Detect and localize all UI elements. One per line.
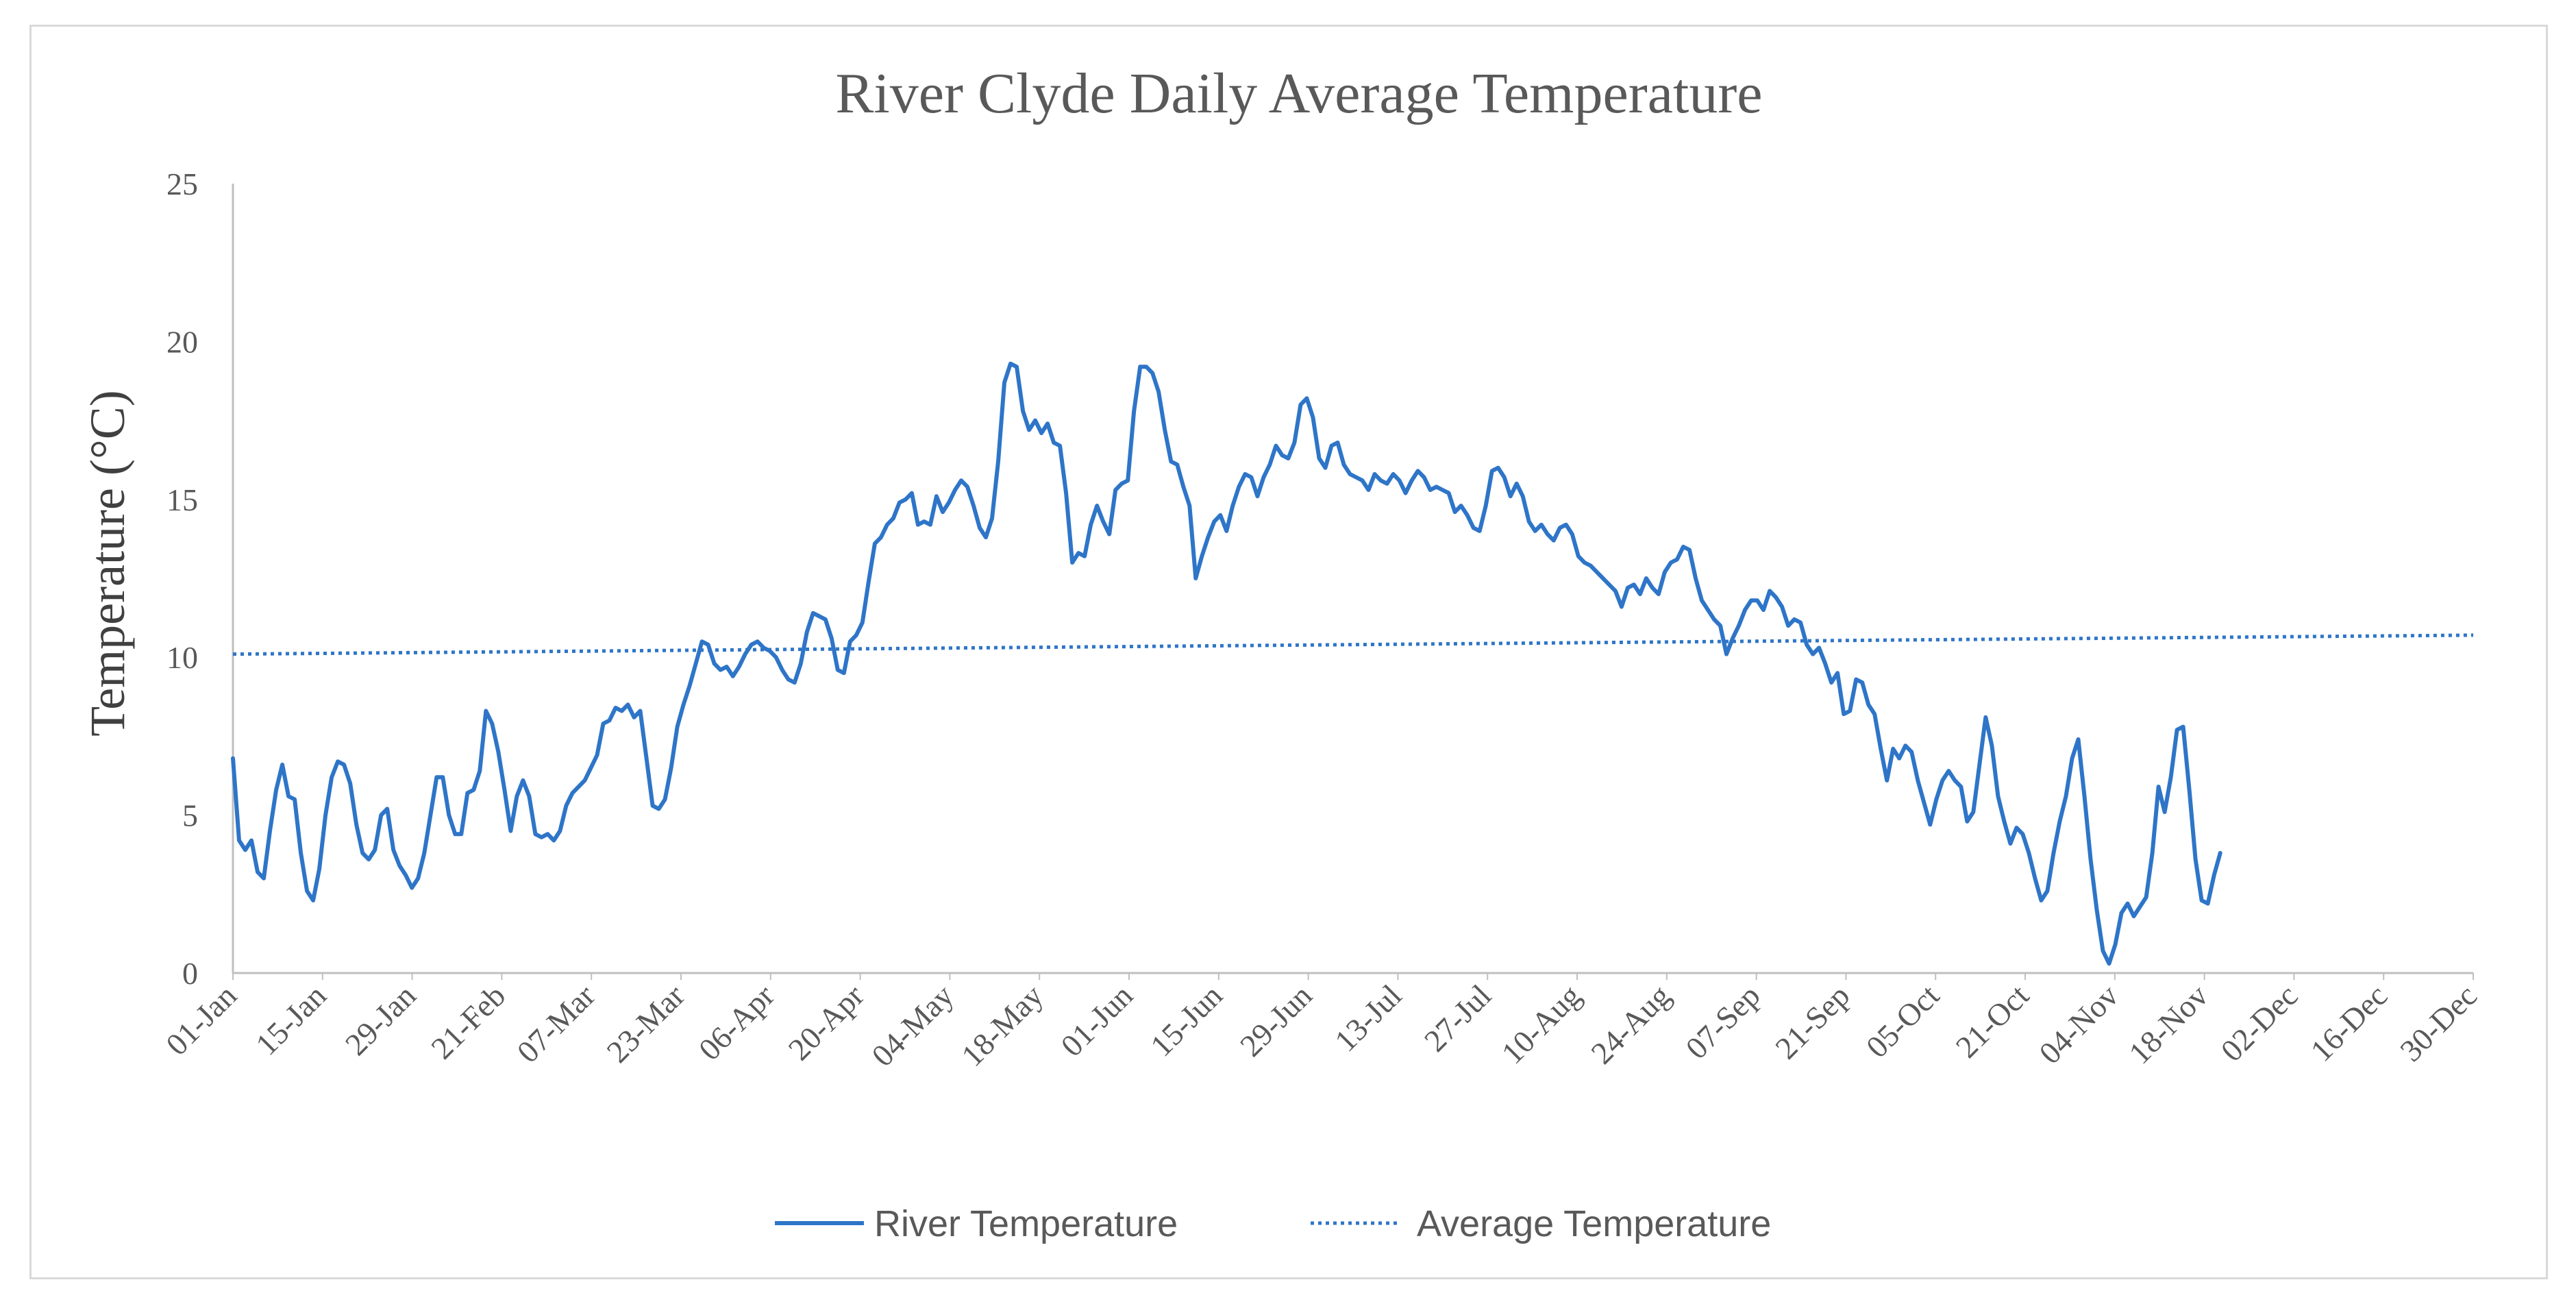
x-tick-label: 16-Dec <box>2303 978 2394 1068</box>
x-tick-label: 15-Jun <box>1143 978 1229 1063</box>
x-tick-label: 15-Jan <box>249 978 333 1062</box>
x-tick-label: 27-Jul <box>1417 978 1498 1058</box>
x-tick-label: 04-Nov <box>2032 978 2125 1070</box>
x-tick-label: 01-Jan <box>159 978 243 1062</box>
x-tick-label: 07-Mar <box>510 978 602 1070</box>
series-average-temperature <box>232 633 2474 656</box>
x-tick-label: 29-Jun <box>1233 978 1319 1063</box>
x-tick-label: 07-Sep <box>1679 978 1766 1066</box>
x-tick-label: 29-Jan <box>338 978 423 1062</box>
x-tick-label: 02-Dec <box>2214 978 2305 1068</box>
x-tick-label: 05-Oct <box>1859 978 1946 1065</box>
y-tick-label: 10 <box>166 640 198 675</box>
x-tick-label: 24-Aug <box>1584 978 1676 1070</box>
x-tick-label: 18-Nov <box>2122 978 2214 1070</box>
x-tick-label: 18-May <box>954 978 1050 1073</box>
series-line <box>232 633 2474 656</box>
chart-frame: River Clyde Daily Average Temperature Te… <box>29 25 2548 1279</box>
series-layer <box>231 361 2474 966</box>
chart-svg: River Clyde Daily Average Temperature Te… <box>80 62 2484 1244</box>
x-tick-label: 06-Apr <box>692 978 781 1067</box>
x-tick-label: 30-Dec <box>2393 978 2484 1068</box>
x-tick-label: 13-Jul <box>1328 978 1408 1058</box>
x-tick-label: 23-Mar <box>599 978 691 1070</box>
y-tick-label: 25 <box>166 167 198 201</box>
legend: River Temperature Average Temperature <box>775 1203 1771 1244</box>
y-tick-label: 20 <box>166 324 198 359</box>
series-river-temperature <box>231 361 2222 966</box>
y-tick-label: 0 <box>182 956 198 991</box>
y-tick-label: 5 <box>182 798 198 833</box>
y-axis-title: Temperature (°C) <box>80 390 135 737</box>
x-tick-label: 21-Sep <box>1768 978 1856 1066</box>
legend-label-river-temperature: River Temperature <box>874 1203 1178 1244</box>
legend-label-average-temperature: Average Temperature <box>1417 1203 1771 1244</box>
x-tick-label: 04-May <box>865 978 960 1073</box>
x-tick-label: 20-Apr <box>782 978 871 1067</box>
chart-title: River Clyde Daily Average Temperature <box>835 62 1762 125</box>
x-tick-label: 21-Feb <box>424 978 512 1066</box>
y-tick-label: 15 <box>166 482 198 517</box>
series-line <box>231 361 2222 966</box>
x-tick-label: 21-Oct <box>1949 978 2036 1065</box>
x-tick-label: 01-Jun <box>1054 978 1139 1063</box>
x-tick-label: 10-Aug <box>1495 978 1587 1070</box>
y-axis-ticks: 0 5 10 15 20 25 <box>166 167 198 991</box>
